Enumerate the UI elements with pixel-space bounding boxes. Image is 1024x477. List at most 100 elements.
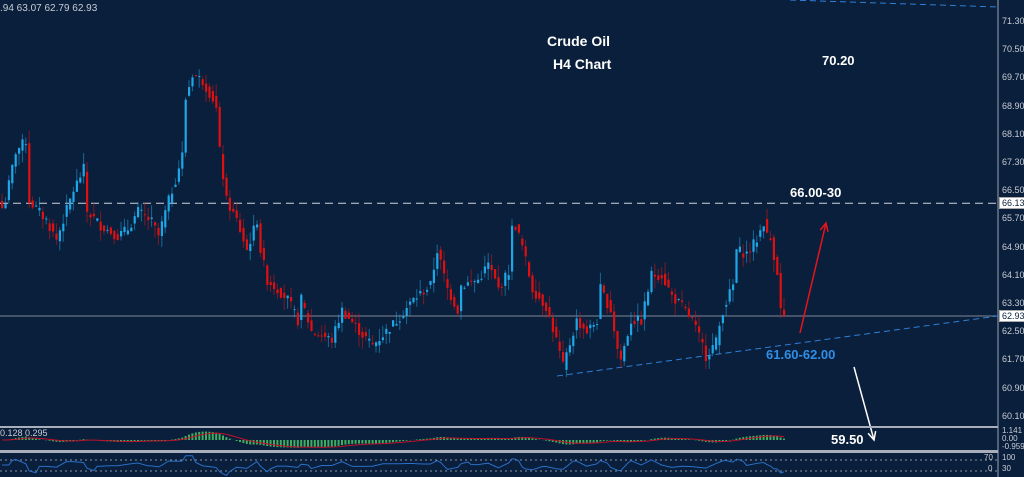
y-tick-label: 60.10 <box>1002 410 1024 421</box>
candle-body <box>609 299 612 313</box>
candle-body <box>347 312 350 319</box>
rsi-tick-label: 0 <box>988 464 993 473</box>
candle-body <box>776 256 779 275</box>
candle-body <box>276 289 279 294</box>
candle-body <box>415 298 418 300</box>
candle-body <box>41 211 44 220</box>
candle-body <box>558 341 561 351</box>
candle-body <box>344 310 347 319</box>
candle-body <box>208 86 211 98</box>
candle-body <box>194 75 197 77</box>
candle-body <box>419 290 422 294</box>
candle-body <box>174 184 177 187</box>
y-tick-label: 61.70 <box>1002 354 1024 365</box>
candle-body <box>698 326 701 333</box>
candle-body <box>494 269 497 279</box>
candle-body <box>517 224 520 233</box>
rsi-tick-label: 100 <box>1002 453 1016 462</box>
candle-body <box>75 180 78 192</box>
rsi-tick-label: 70 <box>984 453 993 462</box>
candle-body <box>215 95 218 108</box>
candle-body <box>181 152 184 169</box>
candle-body <box>691 316 694 318</box>
candle-body <box>113 230 116 240</box>
candle-body <box>745 251 748 254</box>
rsi-tick-label: 30 <box>1002 464 1011 473</box>
candle-body <box>541 294 544 306</box>
candle-body <box>779 272 782 309</box>
candle-body <box>48 223 51 231</box>
candle-body <box>528 262 531 277</box>
candle-body <box>103 225 106 232</box>
candle-body <box>188 87 191 96</box>
candle-body <box>150 217 153 219</box>
candle-body <box>7 180 10 201</box>
candle-body <box>58 230 61 242</box>
candle-body <box>143 214 146 216</box>
candle-body <box>633 320 636 325</box>
candle-body <box>715 337 718 350</box>
candle-body <box>585 326 588 334</box>
candle-body <box>228 197 231 211</box>
candle-body <box>395 323 398 326</box>
candle-body <box>514 227 517 230</box>
candle-body <box>422 292 425 295</box>
y-tick-label: 62.50 <box>1002 326 1024 337</box>
candle-body <box>269 281 272 286</box>
y-tick-label: 64.10 <box>1002 269 1024 280</box>
candle-body <box>555 326 558 338</box>
candle-body <box>623 346 626 362</box>
candle-body <box>677 298 680 300</box>
candle-body <box>596 324 599 326</box>
candle-body <box>460 285 463 312</box>
candle-body <box>307 313 310 323</box>
macd-values: 0.128 0.295 <box>0 428 48 438</box>
candle-body <box>718 325 721 346</box>
candle-body <box>728 289 731 302</box>
candle-body <box>548 307 551 317</box>
candle-body <box>657 275 660 281</box>
candle-body <box>290 297 293 302</box>
candle-body <box>89 214 92 218</box>
candle-body <box>140 209 143 211</box>
candle-body <box>86 171 89 212</box>
candle-body <box>432 269 435 284</box>
candle-body <box>735 249 738 283</box>
candle-body <box>664 273 667 286</box>
candle-body <box>684 306 687 309</box>
macd-signal-line <box>1 432 785 448</box>
candle-body <box>69 198 72 210</box>
candle-body <box>167 195 170 212</box>
macd-tick-label: -0.959 <box>1002 442 1024 451</box>
candle-body <box>670 291 673 295</box>
candle-body <box>439 249 442 260</box>
candle-body <box>742 253 745 258</box>
support-label: 61.60-62.00 <box>766 347 836 362</box>
candle-body <box>755 242 758 247</box>
candle-body <box>752 239 755 252</box>
candle-body <box>239 219 242 232</box>
candle-body <box>579 318 582 329</box>
candle-body <box>759 230 762 237</box>
chart-title: Crude Oil <box>547 33 611 49</box>
candle-body <box>398 321 401 323</box>
price-tag: 66.13 <box>999 197 1024 210</box>
candle-body <box>538 292 541 299</box>
candle-body <box>1 200 4 208</box>
candle-body <box>551 317 554 333</box>
candle-body <box>392 320 395 327</box>
candle-body <box>256 224 259 228</box>
candle-body <box>137 207 140 218</box>
candle-body <box>477 279 480 283</box>
candle-body <box>375 342 378 347</box>
y-tick-label: 67.30 <box>1002 157 1024 167</box>
candle-body <box>341 307 344 323</box>
candle-body <box>524 246 527 257</box>
candle-body <box>732 284 735 291</box>
candle-body <box>466 282 469 286</box>
candle-body <box>650 270 653 293</box>
candle-body <box>402 316 405 319</box>
candle-body <box>18 148 21 154</box>
candle-body <box>235 210 238 218</box>
candle-body <box>324 332 327 337</box>
